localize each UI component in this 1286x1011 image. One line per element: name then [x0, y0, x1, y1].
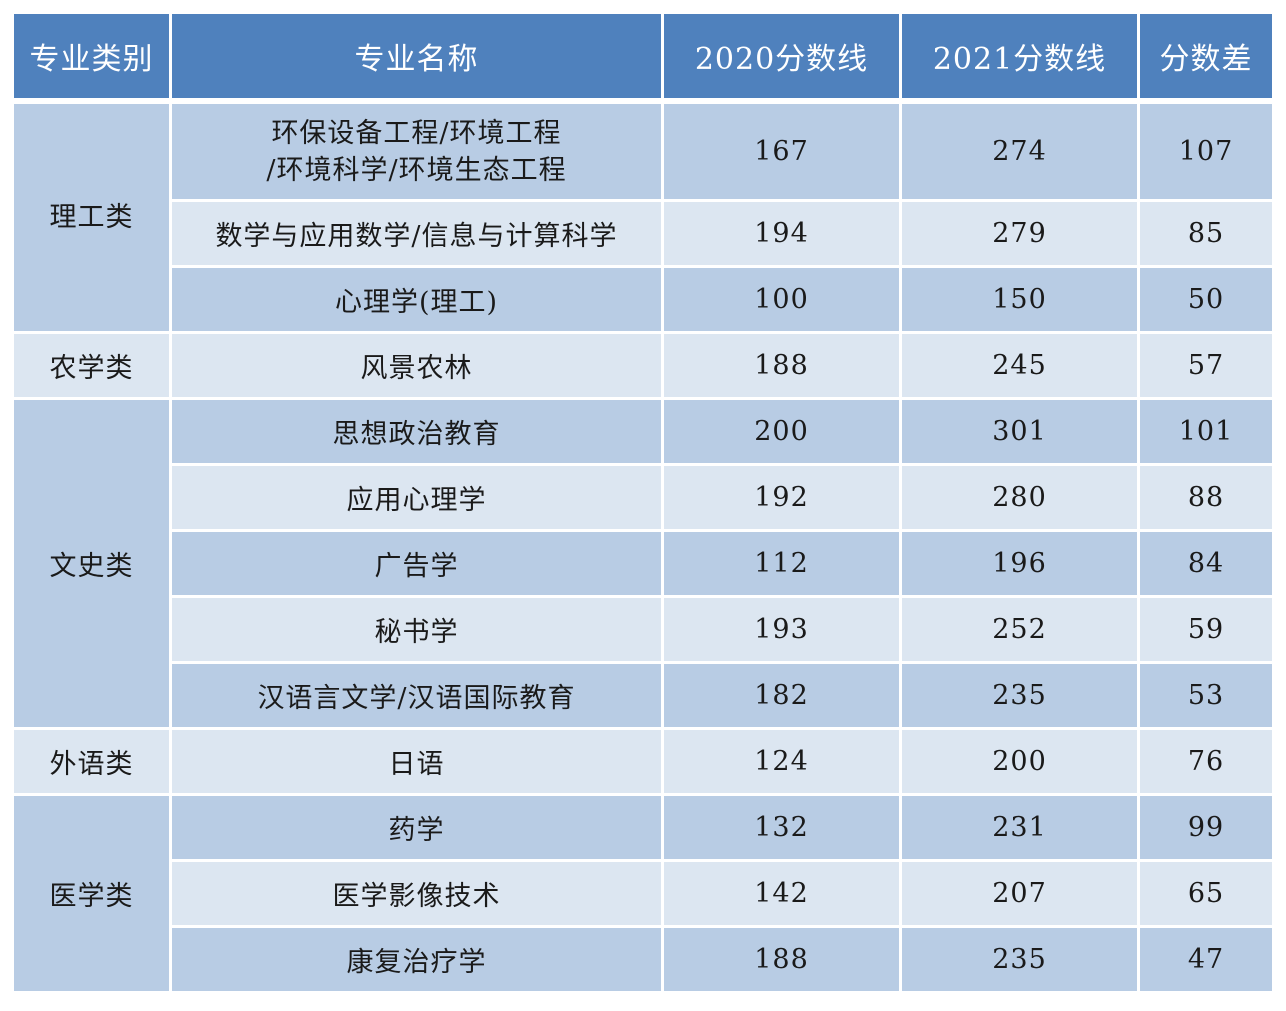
- diff-cell: 65: [1140, 862, 1272, 928]
- diff-cell: 85: [1140, 202, 1272, 268]
- category-cell: 外语类: [14, 730, 172, 796]
- diff-cell: 76: [1140, 730, 1272, 796]
- diff-cell: 50: [1140, 268, 1272, 334]
- table-row: 康复治疗学 188 235 47: [14, 928, 1272, 994]
- table-row: 应用心理学 192 280 88: [14, 466, 1272, 532]
- score-2021-cell: 235: [902, 928, 1140, 994]
- major-line: /环境科学/环境生态工程: [266, 154, 567, 186]
- table-row: 数学与应用数学/信息与计算科学 194 279 85: [14, 202, 1272, 268]
- major-cell: 药学: [172, 796, 664, 862]
- major-cell: 环保设备工程/环境工程 /环境科学/环境生态工程: [172, 104, 664, 202]
- header-score-2020: 2020分数线: [664, 14, 902, 104]
- score-2021-cell: 150: [902, 268, 1140, 334]
- major-cell: 广告学: [172, 532, 664, 598]
- header-diff: 分数差: [1140, 14, 1272, 104]
- diff-cell: 53: [1140, 664, 1272, 730]
- diff-cell: 47: [1140, 928, 1272, 994]
- score-2021-cell: 279: [902, 202, 1140, 268]
- table-row: 文史类 思想政治教育 200 301 101: [14, 400, 1272, 730]
- category-cell: 文史类: [14, 400, 172, 730]
- score-2020-cell: 100: [664, 268, 902, 334]
- score-2021-cell: 207: [902, 862, 1140, 928]
- score-2020-cell: 193: [664, 598, 902, 664]
- table-row: 医学影像技术 142 207 65: [14, 862, 1272, 928]
- table-row: 医学类 药学 132 231 99: [14, 796, 1272, 994]
- table-row: 理工类 环保设备工程/环境工程 /环境科学/环境生态工程 167 274 107: [14, 104, 1272, 334]
- score-2021-cell: 200: [902, 730, 1140, 796]
- diff-cell: 57: [1140, 334, 1272, 400]
- header-score-2021: 2021分数线: [902, 14, 1140, 104]
- score-2021-cell: 235: [902, 664, 1140, 730]
- major-cell: 应用心理学: [172, 466, 664, 532]
- diff-cell: 59: [1140, 598, 1272, 664]
- category-cell: 农学类: [14, 334, 172, 400]
- score-2020-cell: 188: [664, 928, 902, 994]
- score-2021-cell: 301: [902, 400, 1140, 466]
- major-cell: 思想政治教育: [172, 400, 664, 466]
- header-major: 专业名称: [172, 14, 664, 104]
- score-2020-cell: 112: [664, 532, 902, 598]
- score-2020-cell: 188: [664, 334, 902, 400]
- table-row: 汉语言文学/汉语国际教育 182 235 53: [14, 664, 1272, 730]
- score-2020-cell: 200: [664, 400, 902, 466]
- table-row: 外语类 日语 124 200 76: [14, 730, 1272, 796]
- score-2020-cell: 182: [664, 664, 902, 730]
- diff-cell: 101: [1140, 400, 1272, 466]
- major-cell: 日语: [172, 730, 664, 796]
- major-cell: 医学影像技术: [172, 862, 664, 928]
- header-category: 专业类别: [14, 14, 172, 104]
- score-2021-cell: 252: [902, 598, 1140, 664]
- major-line: 环保设备工程/环境工程: [271, 117, 562, 149]
- score-table: 专业类别 专业名称 2020分数线 2021分数线 分数差 理工类 环保设备工程…: [14, 14, 1272, 994]
- diff-cell: 84: [1140, 532, 1272, 598]
- table-row: 广告学 112 196 84: [14, 532, 1272, 598]
- score-2020-cell: 192: [664, 466, 902, 532]
- major-cell: 心理学(理工): [172, 268, 664, 334]
- diff-cell: 99: [1140, 796, 1272, 862]
- score-2020-cell: 132: [664, 796, 902, 862]
- major-cell: 秘书学: [172, 598, 664, 664]
- major-cell: 风景农林: [172, 334, 664, 400]
- score-2021-cell: 196: [902, 532, 1140, 598]
- major-cell: 汉语言文学/汉语国际教育: [172, 664, 664, 730]
- score-2020-cell: 194: [664, 202, 902, 268]
- score-2021-cell: 280: [902, 466, 1140, 532]
- score-2021-cell: 231: [902, 796, 1140, 862]
- score-2020-cell: 167: [664, 104, 902, 202]
- table-row: 心理学(理工) 100 150 50: [14, 268, 1272, 334]
- score-2021-cell: 274: [902, 104, 1140, 202]
- major-cell: 康复治疗学: [172, 928, 664, 994]
- category-cell: 理工类: [14, 104, 172, 334]
- table-row: 农学类 风景农林 188 245 57: [14, 334, 1272, 400]
- table-row: 秘书学 193 252 59: [14, 598, 1272, 664]
- major-cell: 数学与应用数学/信息与计算科学: [172, 202, 664, 268]
- score-2021-cell: 245: [902, 334, 1140, 400]
- diff-cell: 88: [1140, 466, 1272, 532]
- score-2020-cell: 124: [664, 730, 902, 796]
- diff-cell: 107: [1140, 104, 1272, 202]
- header-row: 专业类别 专业名称 2020分数线 2021分数线 分数差: [14, 14, 1272, 104]
- score-2020-cell: 142: [664, 862, 902, 928]
- category-cell: 医学类: [14, 796, 172, 994]
